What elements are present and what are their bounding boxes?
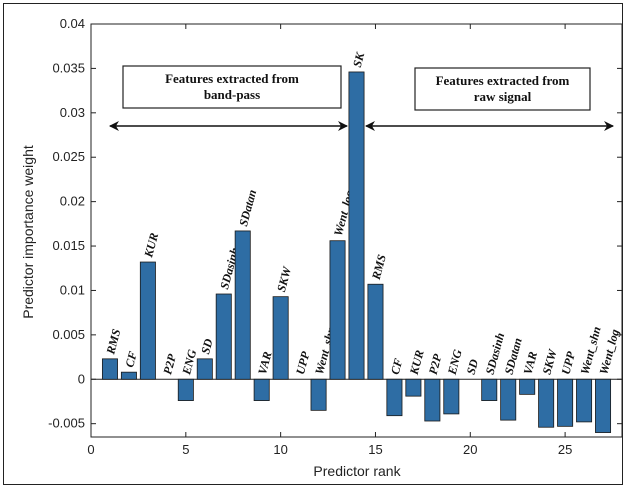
bar xyxy=(272,296,289,380)
bar-label: SKW xyxy=(274,264,294,293)
bar xyxy=(424,378,441,422)
x-tick-label: 10 xyxy=(273,442,287,457)
bar-label: RMS xyxy=(369,253,389,282)
bar-label: UPP xyxy=(293,349,313,376)
annotation-text: Features extracted from xyxy=(165,71,299,86)
x-tick-label: 25 xyxy=(558,442,572,457)
plot-area: -0.00500.0050.010.0150.020.0250.030.0350… xyxy=(48,16,623,457)
x-tick-label: 0 xyxy=(87,442,94,457)
bar-label: ENG xyxy=(179,348,199,377)
bar xyxy=(538,378,555,428)
bar-label: VAR xyxy=(521,350,541,376)
bar-label: CF xyxy=(122,350,140,369)
bar xyxy=(519,378,536,395)
y-axis-label: Predictor importance weight xyxy=(20,145,36,319)
bar-label: SKW xyxy=(540,347,560,376)
bar-label: RMS xyxy=(103,327,123,356)
bar-label: SK xyxy=(350,50,368,69)
bar xyxy=(177,378,194,401)
bar xyxy=(500,378,517,421)
x-tick-label: 20 xyxy=(463,442,477,457)
y-tick-label: 0.015 xyxy=(52,238,85,253)
bar xyxy=(557,378,574,427)
bar-label: KUR xyxy=(407,349,427,377)
annotation-text: Features extracted from xyxy=(436,73,570,88)
bar xyxy=(196,358,213,380)
bar-label: ENG xyxy=(444,348,464,377)
bar xyxy=(215,293,232,380)
bar xyxy=(386,378,403,417)
x-axis-label: Predictor rank xyxy=(313,463,401,479)
bar-label: SDatan xyxy=(236,188,259,228)
bar xyxy=(443,378,460,415)
y-tick-label: 0.025 xyxy=(52,149,85,164)
bar xyxy=(101,358,118,380)
annotation-text: band-pass xyxy=(204,87,260,102)
bar xyxy=(481,378,498,401)
bar xyxy=(367,283,384,380)
bar xyxy=(595,378,612,433)
bar-label: P2P xyxy=(426,352,445,376)
bar xyxy=(310,378,327,411)
annotation-box xyxy=(414,67,591,111)
y-tick-label: 0.02 xyxy=(60,194,85,209)
bar-label: VAR xyxy=(255,350,275,376)
y-tick-label: -0.005 xyxy=(48,416,85,431)
y-tick-label: 0.04 xyxy=(60,16,85,31)
bar-label: KUR xyxy=(141,231,161,259)
annotation-box xyxy=(122,65,342,109)
x-tick-label: 5 xyxy=(182,442,189,457)
axes-box xyxy=(90,23,623,438)
bar xyxy=(348,71,365,380)
bar xyxy=(120,371,137,380)
bar-label: UPP xyxy=(558,349,578,376)
bar xyxy=(139,261,156,380)
y-tick-label: 0.005 xyxy=(52,327,85,342)
bar-label: SD xyxy=(464,357,482,376)
y-tick-label: 0.03 xyxy=(60,105,85,120)
x-tick-label: 15 xyxy=(368,442,382,457)
annotation-text: raw signal xyxy=(474,89,532,104)
bar xyxy=(405,378,422,397)
y-tick-label: 0.01 xyxy=(60,282,85,297)
y-tick-label: 0 xyxy=(78,371,85,386)
bar xyxy=(329,240,346,380)
bar xyxy=(576,378,593,423)
bar xyxy=(253,378,270,401)
bar xyxy=(234,230,251,380)
bar-label: P2P xyxy=(160,352,179,376)
bar-label: SD xyxy=(198,337,216,356)
y-tick-label: 0.035 xyxy=(52,60,85,75)
bar-label: CF xyxy=(388,357,406,376)
